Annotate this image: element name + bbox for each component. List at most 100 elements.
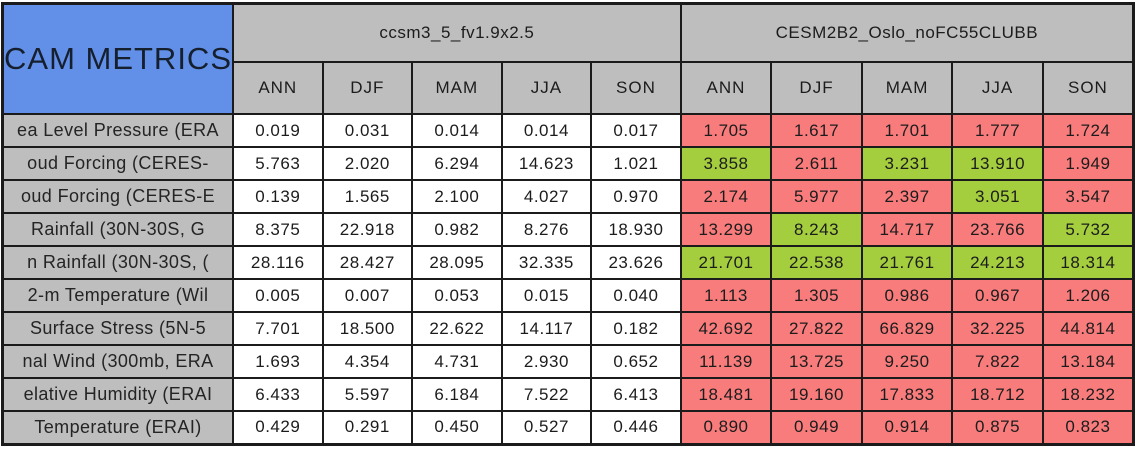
metric-value-cell: 27.822 [770, 311, 863, 346]
table-row: Temperature (ERAI) 0.429 0.291 0.450 0.527 0.… [1, 410, 1135, 445]
metric-value-cell: 0.450 [411, 410, 503, 445]
metric-value-cell: 14.623 [500, 146, 593, 181]
metric-value-cell: 6.413 [590, 377, 682, 412]
table-row: n Rainfall (30N-30S, (28.116 28.427 28.095… [1, 245, 1135, 280]
season-header-row: ANN DJF MAM JJA SON ANN DJF MAM JJA SON [3, 61, 1135, 115]
table-row: ea Level Pressure (ERA 0.019 0.031 0.014 0.0… [1, 113, 1135, 148]
metric-value-cell: 0.890 [679, 410, 773, 445]
metric-value-cell: 1.777 [951, 113, 1044, 148]
metric-value-cell: 18.500 [321, 311, 414, 346]
metric-value-cell: 42.692 [679, 311, 773, 346]
metric-value-cell: 17.833 [860, 377, 954, 412]
metric-value-cell: 1.113 [679, 278, 773, 313]
season-header-m2-mam: MAM [860, 61, 954, 115]
metric-value-cell: 4.027 [500, 179, 593, 214]
metric-label: oud Forcing (CERES- [1, 146, 234, 181]
metric-value-cell: 18.232 [1041, 377, 1135, 412]
table-row: Surface Stress (5N-5 7.701 18.500 22.622 14.… [1, 311, 1135, 346]
metric-value-cell: 11.139 [679, 344, 773, 379]
metric-value-cell: 28.427 [321, 245, 414, 280]
metric-value-cell: 6.433 [232, 377, 324, 412]
metric-value-cell: 66.829 [860, 311, 954, 346]
metric-value-cell: 8.243 [770, 212, 863, 247]
table-row: oud Forcing (CERES-E 0.139 1.565 2.100 4.027… [1, 179, 1135, 214]
table-row: 2-m Temperature (Wil 0.005 0.007 0.053 0.015… [1, 278, 1135, 313]
metric-value-cell: 3.547 [1041, 179, 1135, 214]
table-row: elative Humidity (ERAI 6.433 5.597 6.184 7.5… [1, 377, 1135, 412]
season-header-m2-djf: DJF [770, 61, 863, 115]
season-header-m1-son: SON [590, 61, 682, 115]
metric-value-cell: 28.116 [232, 245, 324, 280]
metric-value-cell: 8.276 [500, 212, 593, 247]
metric-value-cell: 0.015 [500, 278, 593, 313]
metric-label: oud Forcing (CERES-E [1, 179, 234, 214]
model-header-row: CAM METRICS ccsm3_5_fv1.9x2.5 CESM2B2_Os… [1, 2, 1135, 115]
metric-value-cell: 2.930 [500, 344, 593, 379]
metric-value-cell: 22.918 [321, 212, 414, 247]
metric-value-cell: 5.977 [770, 179, 863, 214]
metric-value-cell: 0.875 [951, 410, 1044, 445]
metric-value-cell: 13.299 [679, 212, 773, 247]
metric-label: ea Level Pressure (ERA [1, 113, 234, 148]
metric-value-cell: 0.986 [860, 278, 954, 313]
metric-value-cell: 6.184 [411, 377, 503, 412]
metric-value-cell: 3.231 [860, 146, 954, 181]
metric-value-cell: 44.814 [1041, 311, 1135, 346]
metric-label: nal Wind (300mb, ERA [1, 344, 234, 379]
model-2-name: CESM2B2_Oslo_noFC55CLUBB [679, 2, 1135, 63]
metric-label: Surface Stress (5N-5 [1, 311, 234, 346]
metric-value-cell: 19.160 [770, 377, 863, 412]
metric-value-cell: 0.446 [590, 410, 682, 445]
metric-value-cell: 0.005 [232, 278, 324, 313]
season-header-m2-son: SON [1041, 61, 1135, 115]
metric-value-cell: 5.763 [232, 146, 324, 181]
metric-value-cell: 6.294 [411, 146, 503, 181]
metric-label: 2-m Temperature (Wil [1, 278, 234, 313]
metric-value-cell: 0.429 [232, 410, 324, 445]
season-header-m1-djf: DJF [321, 61, 414, 115]
metric-value-cell: 7.522 [500, 377, 593, 412]
metric-value-cell: 14.117 [500, 311, 593, 346]
metric-value-cell: 5.597 [321, 377, 414, 412]
metric-value-cell: 3.858 [679, 146, 773, 181]
metric-value-cell: 2.100 [411, 179, 503, 214]
metric-value-cell: 0.527 [500, 410, 593, 445]
metric-value-cell: 0.040 [590, 278, 682, 313]
metric-value-cell: 0.019 [232, 113, 324, 148]
metric-value-cell: 18.314 [1041, 245, 1135, 280]
metric-value-cell: 0.031 [321, 113, 414, 148]
metric-value-cell: 8.375 [232, 212, 324, 247]
season-header-m1-jja: JJA [500, 61, 593, 115]
metric-value-cell: 7.701 [232, 311, 324, 346]
metric-value-cell: 21.701 [679, 245, 773, 280]
metric-value-cell: 0.967 [951, 278, 1044, 313]
table-title: CAM METRICS [1, 2, 234, 115]
metric-value-cell: 13.184 [1041, 344, 1135, 379]
metric-value-cell: 23.766 [951, 212, 1044, 247]
metric-value-cell: 5.732 [1041, 212, 1135, 247]
season-header-m1-ann: ANN [232, 61, 324, 115]
metric-value-cell: 1.705 [679, 113, 773, 148]
metric-value-cell: 1.701 [860, 113, 954, 148]
table-row: oud Forcing (CERES- 5.763 2.020 6.294 14.623… [1, 146, 1135, 181]
metric-value-cell: 4.354 [321, 344, 414, 379]
metric-value-cell: 0.291 [321, 410, 414, 445]
metrics-rows: ea Level Pressure (ERA 0.019 0.031 0.014 0.0… [1, 113, 1135, 445]
model-1-name: ccsm3_5_fv1.9x2.5 [232, 2, 682, 63]
table-row: nal Wind (300mb, ERA 1.693 4.354 4.731 2.930… [1, 344, 1135, 379]
metric-value-cell: 0.949 [770, 410, 863, 445]
metric-value-cell: 22.538 [770, 245, 863, 280]
cam-metrics-table: CAM METRICS ccsm3_5_fv1.9x2.5 CESM2B2_Os… [1, 2, 1135, 446]
metric-value-cell: 21.761 [860, 245, 954, 280]
metric-value-cell: 23.626 [590, 245, 682, 280]
metric-value-cell: 18.930 [590, 212, 682, 247]
metric-value-cell: 1.565 [321, 179, 414, 214]
metric-value-cell: 2.174 [679, 179, 773, 214]
metric-value-cell: 0.014 [411, 113, 503, 148]
metric-value-cell: 2.397 [860, 179, 954, 214]
metric-label: Rainfall (30N-30S, G [1, 212, 234, 247]
metric-value-cell: 2.020 [321, 146, 414, 181]
metric-value-cell: 0.970 [590, 179, 682, 214]
table-row: Rainfall (30N-30S, G 8.375 22.918 0.982 8.27… [1, 212, 1135, 247]
metric-value-cell: 0.182 [590, 311, 682, 346]
